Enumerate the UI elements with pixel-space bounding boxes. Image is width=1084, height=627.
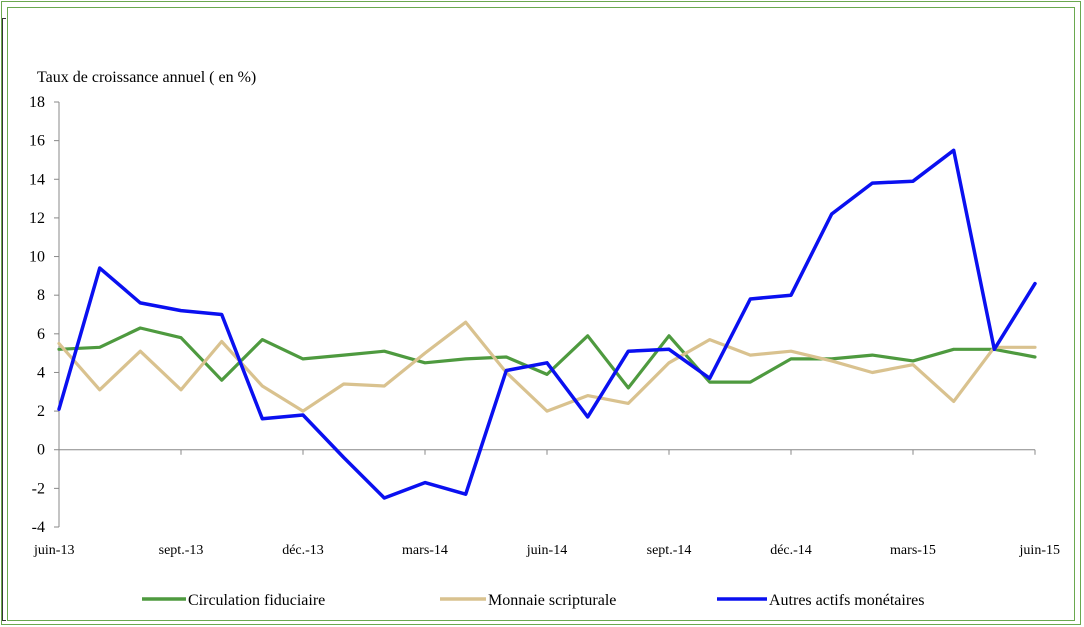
y-tick-label: 6 (37, 326, 45, 343)
series-layer (57, 148, 1037, 500)
series-line (57, 148, 1037, 500)
y-tick-label: 14 (29, 171, 45, 188)
x-tick-label: déc.-14 (770, 543, 812, 558)
series-line (57, 320, 1037, 413)
inner-border (7, 7, 1075, 621)
series-line (57, 326, 1037, 390)
y-tick-label: 16 (29, 133, 45, 150)
y-tick-label: 2 (37, 403, 45, 420)
x-tick-label: juin-15 (1019, 543, 1060, 558)
y-tick-label: 0 (37, 442, 45, 459)
x-tick-label: mars-15 (890, 543, 936, 558)
y-tick-label: 12 (29, 210, 45, 227)
y-axis-label: Taux de croissance annuel ( en %) (37, 69, 256, 86)
legend-label: Circulation fiduciaire (188, 592, 325, 609)
y-tick-label: -2 (32, 480, 45, 497)
left-bracket (2, 18, 6, 621)
legend: Circulation fiduciaire Monnaie scriptural… (142, 592, 925, 609)
y-tick-label: 18 (29, 94, 45, 111)
y-tick-label: 8 (37, 287, 45, 304)
legend-label: Monnaie scripturale (488, 592, 616, 609)
x-tick-label: mars-14 (402, 543, 448, 558)
y-tick-label: -4 (32, 519, 45, 536)
y-tick-label: 10 (29, 249, 45, 266)
x-tick-label: sept.-14 (647, 543, 692, 558)
y-tick-label: 4 (37, 364, 45, 381)
axes: -4 -2 0 2 4 6 8 10 12 14 16 18 juin-13 sept.-13 déc.-1… (29, 94, 1060, 558)
x-tick-label: juin-14 (526, 543, 567, 558)
legend-label: Autres actifs monétaires (769, 592, 925, 609)
x-tick-label: déc.-13 (282, 543, 324, 558)
x-tick-label: juin-13 (33, 543, 74, 558)
x-tick-label: sept.-13 (159, 543, 204, 558)
